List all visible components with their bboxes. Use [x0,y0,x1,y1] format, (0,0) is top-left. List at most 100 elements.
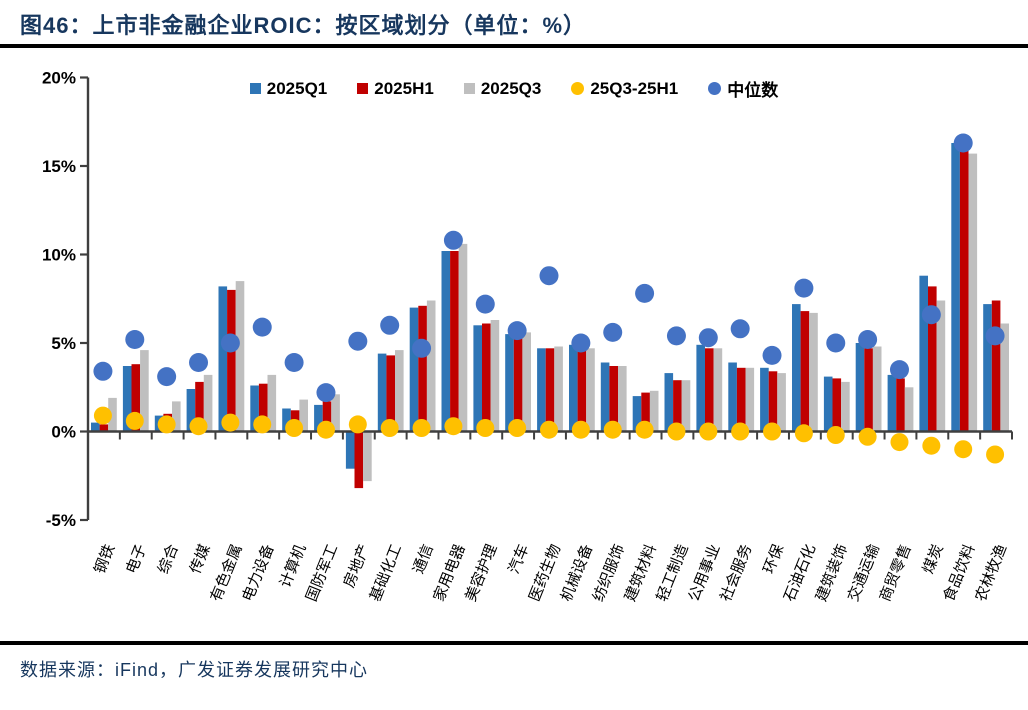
bar-2025H1-有色金属 [227,289,236,432]
bar-2025Q3-计算机 [299,399,308,432]
y-tick-label: 0% [51,423,76,442]
bar-2025Q1-美容护理 [473,325,482,432]
chart-legend: 2025Q1 2025H1 2025Q3 25Q3-25H1 中位数 [0,76,1028,101]
x-label-社会服务: 社会服务 [717,542,755,604]
dot-25Q3-25H1-建筑材料 [635,420,654,439]
bar-2025Q3-石油石化 [809,312,818,432]
bar-2025Q1-农林牧渔 [983,304,992,432]
bar-2025Q3-食品饮料 [968,153,978,432]
figure-title: 图46：上市非金融企业ROIC：按区域划分（单位：%） [20,13,587,38]
x-label-电力设备: 电力设备 [239,542,277,604]
bar-2025Q3-纺织服饰 [618,366,627,432]
bar-2025Q1-医药生物 [537,348,546,432]
legend-item-2025Q1: 2025Q1 [249,78,328,99]
dot-中位数-机械设备 [571,333,591,353]
dot-25Q3-25H1-电力设备 [253,415,272,434]
dot-25Q3-25H1-基础化工 [380,419,399,437]
bar-2025Q3-煤炭 [936,300,946,432]
bar-2025H1-钢铁 [99,424,109,432]
bar-2025Q1-汽车 [505,334,514,432]
dot-中位数-石油石化 [794,278,814,298]
x-label-传媒: 传媒 [187,542,214,576]
dot-25Q3-25H1-食品饮料 [954,440,973,459]
bar-2025Q3-汽车 [522,332,531,432]
dot-中位数-国防军工 [316,383,336,403]
dot-25Q3-25H1-综合 [157,415,176,434]
bar-2025Q1-商贸零售 [887,374,897,432]
bar-2025Q1-建筑材料 [632,396,642,432]
bar-2025Q3-社会服务 [745,367,755,432]
dot-中位数-公用事业 [698,328,718,348]
dot-25Q3-25H1-建筑装饰 [826,426,845,444]
dot-中位数-汽车 [507,321,527,341]
bar-2025H1-电子 [131,364,141,432]
bar-2025H1-房地产 [354,431,364,489]
x-label-房地产: 房地产 [341,542,374,590]
legend-square-icon [463,83,475,94]
bar-2025Q3-环保 [777,373,786,432]
dot-中位数-建筑材料 [635,283,655,303]
bar-2025H1-食品饮料 [959,150,969,432]
x-label-汽车: 汽车 [505,542,532,576]
x-label-钢铁: 钢铁 [91,542,118,576]
y-tick-label: 20% [42,69,76,88]
y-tick-label: 5% [51,334,76,353]
bar-2025Q3-医药生物 [554,346,563,432]
top-divider [0,44,1028,48]
bar-2025Q3-交通运输 [872,346,882,432]
dot-中位数-通信 [412,338,432,358]
legend-item-中位数: 中位数 [708,76,778,101]
legend-label: 2025Q3 [480,78,542,98]
bar-2025H1-传媒 [195,381,204,432]
dot-中位数-有色金属 [220,333,240,353]
bar-2025Q3-有色金属 [235,281,245,432]
dot-中位数-交通运输 [858,330,878,349]
bar-2025H1-交通运输 [864,348,873,432]
x-label-煤炭: 煤炭 [920,542,947,576]
bar-2025H1-社会服务 [736,367,746,432]
dot-中位数-传媒 [189,353,209,372]
bar-2025H1-商贸零售 [896,378,905,432]
y-tick-label: 15% [42,157,76,176]
dot-25Q3-25H1-社会服务 [731,422,750,441]
bar-2025Q1-公用事业 [696,344,705,432]
dot-25Q3-25H1-医药生物 [540,420,558,439]
bar-2025Q1-通信 [409,307,419,432]
bar-2025H1-医药生物 [545,348,555,432]
legend-item-2025H1: 2025H1 [357,79,434,99]
bar-2025Q1-传媒 [186,389,196,432]
x-label-国防军工: 国防军工 [303,542,341,604]
dot-25Q3-25H1-机械设备 [571,420,590,439]
dot-25Q3-25H1-传媒 [189,417,208,436]
bar-2025Q3-公用事业 [713,348,723,432]
dot-中位数-综合 [157,367,177,387]
dot-25Q3-25H1-石油石化 [794,424,813,443]
bar-2025Q3-传媒 [203,374,213,432]
dot-中位数-环保 [762,345,782,365]
legend-circle-icon [708,82,722,95]
dot-25Q3-25H1-房地产 [348,415,367,434]
bar-2025Q1-环保 [760,367,769,432]
x-label-美容护理: 美容护理 [462,542,500,604]
dot-25Q3-25H1-家用电器 [444,417,463,436]
x-label-基础化工: 基础化工 [367,542,405,604]
dot-中位数-计算机 [284,353,304,372]
x-label-电子: 电子 [123,542,150,576]
bar-2025H1-国防军工 [322,401,332,432]
bar-2025Q1-房地产 [345,431,355,469]
x-label-综合: 综合 [155,542,182,576]
bar-2025Q3-机械设备 [586,348,595,432]
bar-2025H1-美容护理 [482,323,491,432]
x-label-通信: 通信 [410,542,437,576]
bar-2025Q3-国防军工 [331,394,340,432]
bar-2025H1-石油石化 [800,311,810,432]
dot-25Q3-25H1-电子 [125,411,144,430]
bar-2025Q1-计算机 [282,408,291,432]
bar-2025Q1-家用电器 [441,251,451,432]
dot-25Q3-25H1-通信 [412,419,431,437]
bar-2025H1-建筑材料 [641,392,650,432]
legend-label: 2025Q1 [266,78,328,98]
dot-25Q3-25H1-农林牧渔 [986,445,1005,464]
legend-label: 25Q3-25H1 [590,78,679,98]
